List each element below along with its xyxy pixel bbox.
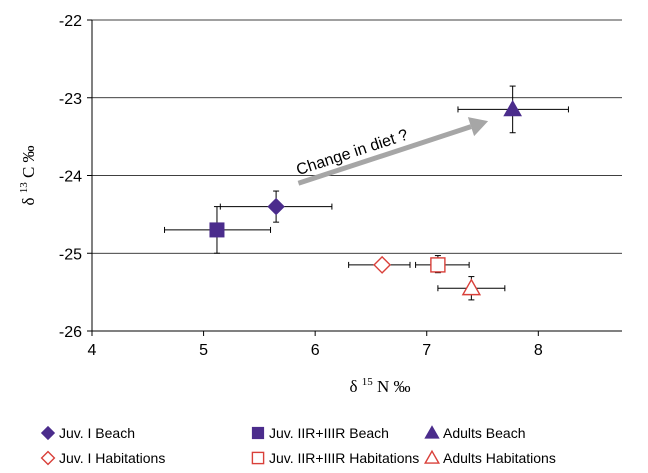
legend-marker-adults-beach — [424, 425, 440, 439]
point-adults-habitations — [461, 278, 482, 296]
legend-marker-juv-i-beach — [40, 425, 56, 441]
x-tick-label: 5 — [199, 342, 208, 359]
legend-marker-juv-iir-iiir-beach — [251, 426, 265, 440]
x-axis-title-rest: N ‰ — [377, 377, 411, 396]
y-axis-title-sup: 13 — [18, 182, 30, 194]
legend-marker-juv-iir-iiir-habitations — [251, 451, 265, 465]
y-axis-title-rest: C ‰ — [19, 145, 38, 178]
change-in-diet-arrow — [297, 124, 472, 186]
axes — [87, 19, 622, 336]
y-tick-label: -24 — [59, 169, 82, 186]
point-juv-iir-iiir-beach — [209, 222, 225, 238]
legend-label-juv-iir-iiir-habitations: Juv. IIR+IIIR Habitations — [269, 450, 419, 466]
x-axis-title: δ 15 N ‰ — [349, 370, 410, 396]
tick-labels: 4 5 6 7 8 -26 -25 -24 -23 -22 — [59, 13, 543, 359]
legend-marker-adults-habitations — [423, 449, 441, 464]
y-tick-label: -25 — [59, 246, 82, 263]
x-tick-label: 4 — [88, 342, 97, 359]
x-axis-title-base: δ — [349, 377, 357, 396]
legend-label-juv-i-habitations: Juv. I Habitations — [59, 450, 165, 466]
x-axis-title-sup: 15 — [362, 376, 374, 388]
annotation: Change in diet ? — [294, 117, 489, 186]
x-tick-label: 6 — [311, 342, 320, 359]
legend-marker-juv-i-habitations — [40, 450, 56, 466]
legend-label-adults-beach: Adults Beach — [443, 425, 526, 441]
legend-label-juv-iir-iiir-beach: Juv. IIR+IIIR Beach — [269, 425, 389, 441]
grid-lines — [92, 19, 622, 254]
x-tick-label: 8 — [534, 342, 543, 359]
x-tick-label: 7 — [422, 342, 431, 359]
error-bars — [164, 85, 569, 301]
legend-label-adults-habitations: Adults Habitations — [443, 450, 556, 466]
y-tick-label: -22 — [59, 13, 82, 30]
point-juv-iir-iiir-habitations — [430, 257, 446, 273]
y-axis-title: δ 13 C ‰ — [12, 145, 38, 205]
y-tick-label: -23 — [59, 91, 82, 108]
data-points — [209, 99, 523, 296]
point-adults-beach — [503, 99, 523, 117]
change-in-diet-arrow-head — [467, 117, 489, 137]
y-axis-title-base: δ — [19, 198, 38, 206]
point-juv-i-beach — [267, 197, 285, 216]
legend: Juv. I Beach Juv. IIR+IIIR Beach Adults Be… — [40, 425, 556, 466]
point-juv-i-habitations — [373, 255, 392, 274]
legend-label-juv-i-beach: Juv. I Beach — [59, 425, 135, 441]
y-tick-label: -26 — [59, 324, 82, 341]
